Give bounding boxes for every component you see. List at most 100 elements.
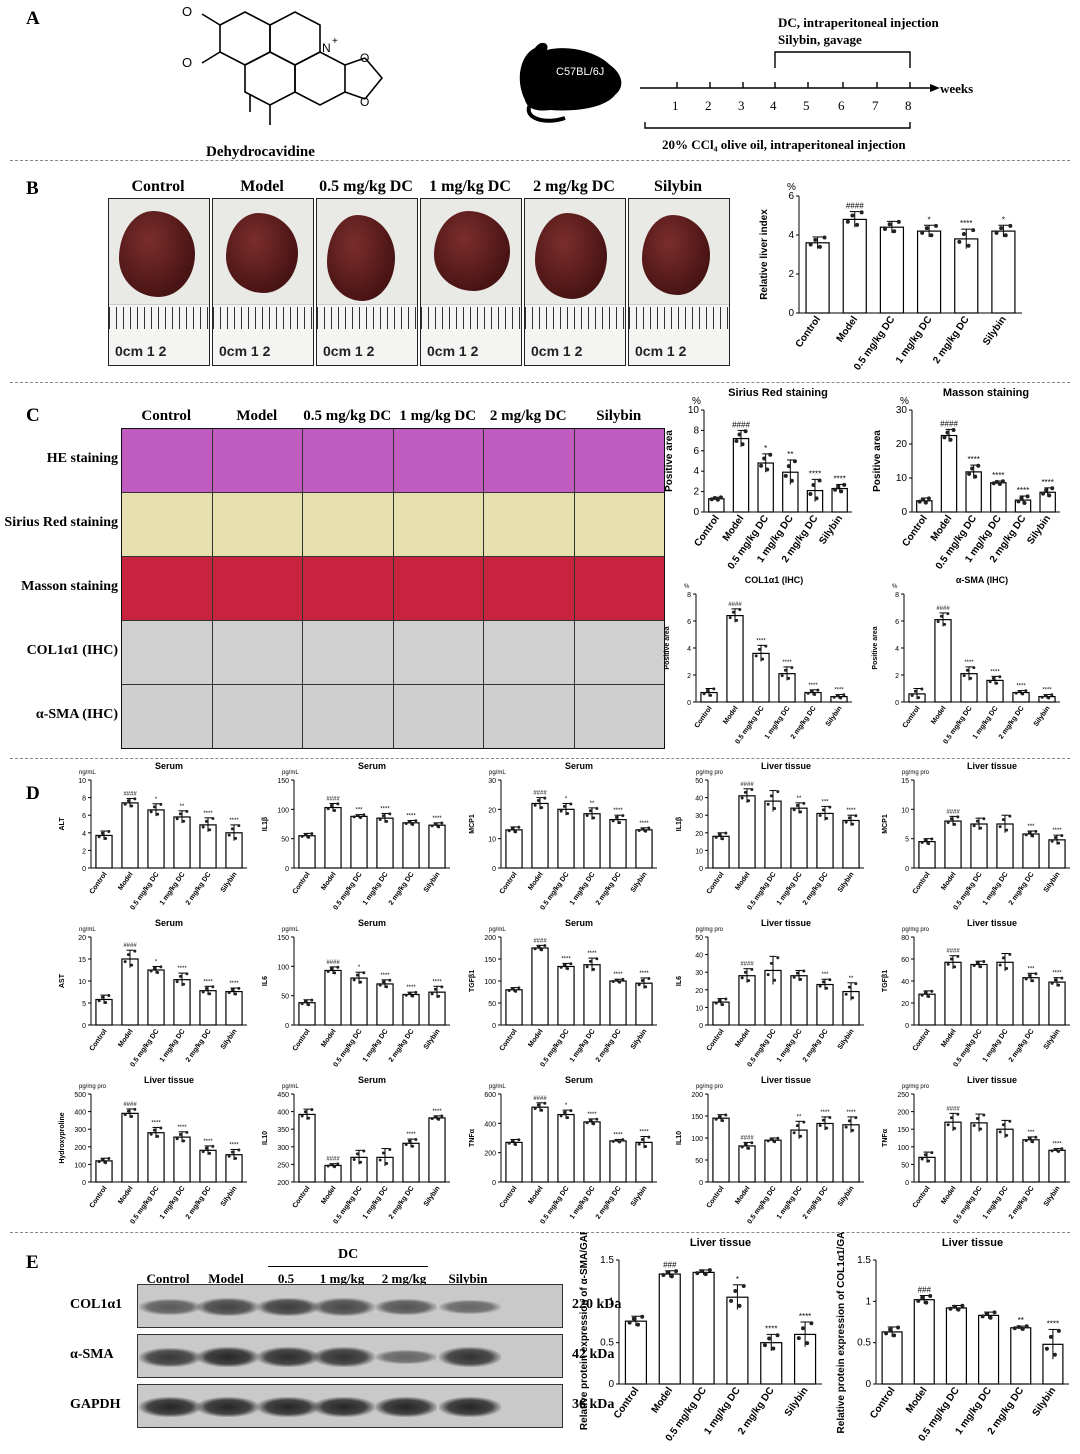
data-point bbox=[761, 657, 765, 661]
data-point bbox=[156, 1134, 160, 1138]
lane-label: Model bbox=[208, 1271, 244, 1286]
blot-band bbox=[257, 1396, 319, 1418]
data-point bbox=[178, 1132, 182, 1136]
data-point bbox=[159, 1126, 163, 1130]
bar bbox=[842, 1124, 860, 1183]
x-tick-label: 1 mg/kg DC bbox=[894, 314, 935, 365]
histology-tile bbox=[573, 492, 665, 557]
data-point bbox=[104, 837, 108, 841]
histology-tile bbox=[302, 684, 394, 749]
bar bbox=[913, 1299, 935, 1385]
data-point bbox=[953, 822, 957, 826]
week-tick: 3 bbox=[738, 98, 745, 113]
x-tick-label: Silybin bbox=[630, 871, 649, 894]
chart-title: Serum bbox=[565, 761, 593, 771]
x-tick-label: Control bbox=[902, 705, 922, 729]
data-point bbox=[930, 837, 934, 841]
data-point bbox=[517, 1138, 521, 1142]
data-point bbox=[126, 953, 130, 957]
data-point bbox=[352, 1157, 356, 1161]
bar bbox=[583, 1121, 601, 1183]
data-point bbox=[765, 467, 770, 472]
x-tick-label: 0.5 mg/kg DC bbox=[539, 1028, 570, 1068]
y-tick-label: 250 bbox=[897, 1092, 909, 1099]
significance-label: * bbox=[155, 959, 158, 965]
data-point bbox=[813, 237, 818, 242]
data-point bbox=[647, 976, 651, 980]
x-tick-label: Model bbox=[721, 513, 747, 543]
x-tick-label: 2 mg/kg DC bbox=[388, 1185, 416, 1221]
data-point bbox=[1056, 1328, 1061, 1333]
data-point bbox=[204, 1146, 208, 1150]
data-point bbox=[802, 1120, 806, 1124]
unit-label: pg/mL bbox=[489, 1084, 506, 1090]
significance-label: * bbox=[565, 796, 568, 802]
treatment-line1: DC, intraperitoneal injection bbox=[778, 15, 939, 30]
histology-tile bbox=[211, 492, 303, 557]
separator bbox=[10, 758, 1070, 759]
significance-label: *** bbox=[1027, 1130, 1035, 1136]
y-tick-label: 0 bbox=[699, 1180, 703, 1187]
data-point bbox=[201, 825, 205, 829]
data-point bbox=[407, 991, 411, 995]
bar bbox=[428, 1117, 446, 1183]
data-point bbox=[821, 808, 825, 812]
data-point bbox=[107, 1157, 111, 1161]
data-point bbox=[437, 1117, 441, 1121]
data-point bbox=[762, 1343, 767, 1348]
data-point bbox=[156, 812, 160, 816]
treatment-line2: Silybin, gavage bbox=[778, 32, 862, 47]
data-point bbox=[809, 1321, 814, 1326]
y-tick-label: 30 bbox=[488, 778, 496, 785]
data-point bbox=[998, 825, 1002, 829]
y-tick-label: 30 bbox=[695, 970, 703, 977]
blot-band bbox=[375, 1299, 437, 1315]
data-point bbox=[585, 813, 589, 817]
data-point bbox=[621, 814, 625, 818]
x-tick-label: Silybin bbox=[1031, 1385, 1059, 1418]
y-axis-label: Positive area bbox=[664, 626, 671, 669]
data-point bbox=[621, 977, 625, 981]
data-point bbox=[201, 990, 205, 994]
data-point bbox=[234, 992, 238, 996]
y-axis-label: Hydroxyproline bbox=[59, 1112, 66, 1163]
y-tick-label: 500 bbox=[74, 1092, 86, 1099]
data-point bbox=[854, 1116, 858, 1120]
data-point bbox=[792, 975, 796, 979]
bar bbox=[531, 1106, 549, 1183]
data-point bbox=[754, 654, 758, 658]
y-tick-label: 4 bbox=[895, 646, 899, 653]
chart-title: Liver tissue bbox=[967, 1075, 1017, 1085]
data-point bbox=[647, 826, 651, 830]
x-tick-label: Model bbox=[320, 871, 337, 892]
data-point bbox=[1000, 479, 1005, 484]
data-point bbox=[851, 996, 855, 1000]
data-point bbox=[149, 1132, 153, 1136]
x-tick-label: 0.5 mg/kg DC bbox=[332, 1185, 363, 1225]
data-point bbox=[1001, 818, 1005, 822]
data-point bbox=[1044, 488, 1049, 493]
significance-label: * bbox=[764, 444, 767, 453]
unit-label: % bbox=[692, 396, 701, 407]
tnfa-liver-chart: Liver tissue pg/mg pro TNFα 0 50 100 150 200 250… bbox=[882, 1075, 1070, 1225]
significance-label: **** bbox=[177, 966, 187, 972]
significance-label: ** bbox=[590, 801, 595, 807]
data-point bbox=[927, 842, 931, 846]
y-tick-label: 150 bbox=[277, 935, 289, 942]
significance-label: **** bbox=[1047, 1319, 1059, 1328]
il1b-liver-chart: Liver tissue pg/mg pro IL1β 0 10 20 30 40 50 Cont… bbox=[676, 761, 864, 911]
data-point bbox=[967, 471, 972, 476]
masson-chart: Masson staining% Positive area 0 10 20 30 Cont… bbox=[872, 387, 1060, 572]
x-tick-label: Model bbox=[117, 1028, 134, 1049]
bar bbox=[624, 1320, 648, 1385]
x-tick-label: Silybin bbox=[630, 1028, 649, 1051]
y-tick-label: 300 bbox=[74, 1127, 86, 1134]
data-point bbox=[1008, 223, 1013, 228]
y-tick-label: 2 bbox=[82, 848, 86, 855]
data-point bbox=[126, 1109, 130, 1113]
dc-label: DC bbox=[338, 1247, 359, 1262]
chart-title: Serum bbox=[155, 918, 183, 928]
data-point bbox=[1041, 491, 1046, 496]
data-point bbox=[303, 999, 307, 1003]
bar bbox=[583, 964, 601, 1026]
